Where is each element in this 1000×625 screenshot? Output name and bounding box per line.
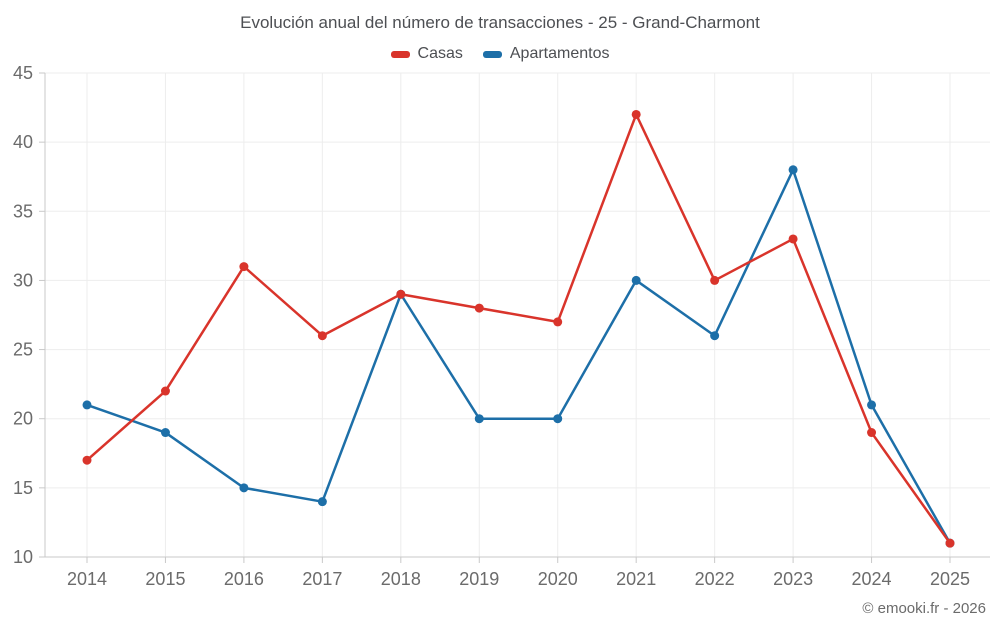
- data-point-casas[interactable]: [239, 262, 249, 272]
- data-point-casas[interactable]: [710, 275, 720, 285]
- x-tick-label: 2014: [67, 569, 107, 589]
- chart-legend: Casas Apartamentos: [0, 45, 1000, 63]
- data-point-apartamentos[interactable]: [239, 483, 249, 493]
- x-tick-label: 2021: [616, 569, 656, 589]
- data-point-apartamentos[interactable]: [710, 331, 720, 341]
- x-tick-label: 2017: [302, 569, 342, 589]
- x-tick-label: 2025: [930, 569, 970, 589]
- data-point-casas[interactable]: [317, 331, 327, 341]
- series-line-casas: [85, 113, 952, 545]
- y-tick-label: 25: [13, 340, 33, 360]
- x-tick-label: 2024: [852, 569, 892, 589]
- data-point-casas[interactable]: [631, 109, 641, 119]
- data-point-casas[interactable]: [788, 234, 798, 244]
- casas-color-swatch: [390, 50, 410, 58]
- data-point-casas[interactable]: [82, 455, 92, 465]
- data-point-casas[interactable]: [474, 303, 484, 313]
- data-point-casas[interactable]: [553, 317, 563, 327]
- data-point-apartamentos[interactable]: [631, 275, 641, 285]
- x-tick-label: 2019: [459, 569, 499, 589]
- legend-label-apartamentos: Apartamentos: [509, 45, 610, 62]
- data-point-apartamentos[interactable]: [317, 497, 327, 507]
- y-tick-label: 30: [13, 270, 33, 290]
- x-tick-label: 2015: [145, 569, 185, 589]
- chart-title: Evolución anual del número de transaccio…: [240, 13, 760, 32]
- data-point-apartamentos[interactable]: [82, 400, 92, 410]
- data-point-apartamentos[interactable]: [867, 400, 877, 410]
- data-point-casas[interactable]: [160, 386, 170, 396]
- y-tick-label: 45: [13, 63, 33, 83]
- data-point-apartamentos[interactable]: [160, 428, 170, 438]
- x-tick-label: 2023: [773, 569, 813, 589]
- x-tick-label: 2020: [538, 569, 578, 589]
- apartamentos-color-swatch: [482, 50, 502, 58]
- y-tick-label: 20: [13, 409, 33, 429]
- data-point-apartamentos[interactable]: [474, 414, 484, 424]
- y-tick-label: 10: [13, 547, 33, 567]
- y-tick-label: 40: [13, 132, 33, 152]
- x-tick-label: 2016: [224, 569, 264, 589]
- x-tick-label: 2022: [695, 569, 735, 589]
- footer-credit: © emooki.fr - 2026: [862, 600, 986, 617]
- y-tick-label: 35: [13, 201, 33, 221]
- y-tick-label: 15: [13, 478, 33, 498]
- series-line-apartamentos: [85, 168, 952, 545]
- x-tick-label: 2018: [381, 569, 421, 589]
- legend-item-apartamentos[interactable]: Apartamentos: [482, 45, 610, 63]
- legend-item-casas[interactable]: Casas: [390, 45, 463, 63]
- data-point-casas[interactable]: [867, 428, 877, 438]
- legend-label-casas: Casas: [417, 45, 463, 62]
- data-point-apartamentos[interactable]: [553, 414, 563, 424]
- data-point-casas[interactable]: [945, 538, 955, 548]
- data-point-casas[interactable]: [396, 289, 406, 299]
- data-point-apartamentos[interactable]: [788, 165, 798, 175]
